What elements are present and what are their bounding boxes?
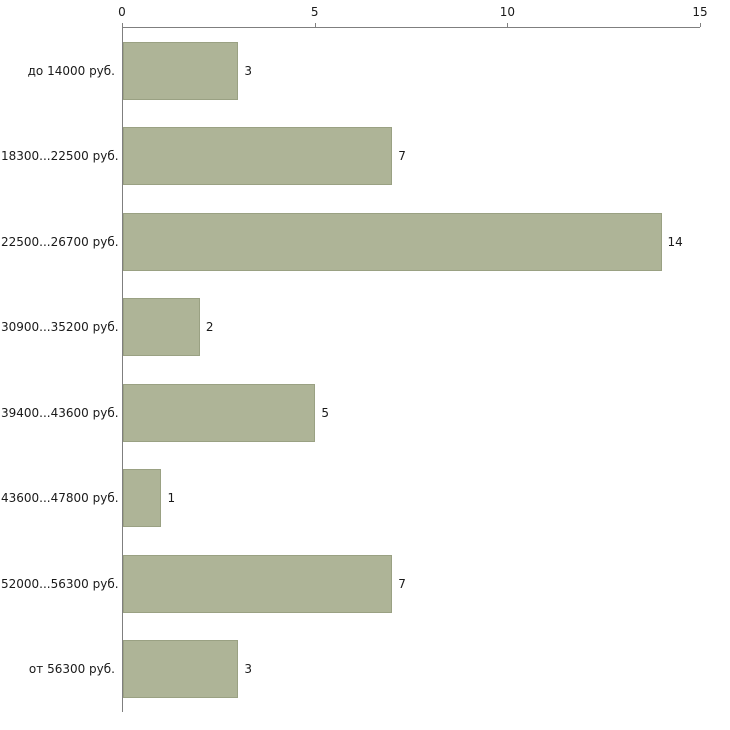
category-label: 18300...22500 руб. bbox=[1, 149, 119, 164]
bar-row: 52000...56300 руб. 7 bbox=[1, 541, 700, 627]
category-label: от 56300 руб. bbox=[28, 662, 115, 677]
bar-rows: до 14000 руб. 3 18300...22500 руб. 7 22500..… bbox=[1, 28, 700, 713]
bar-row: 43600...47800 руб. 1 bbox=[1, 456, 700, 542]
x-axis-tick-mark bbox=[314, 23, 316, 27]
value-label: 2 bbox=[205, 320, 214, 335]
x-axis-tick-mark bbox=[507, 23, 509, 27]
x-axis-tick-mark bbox=[700, 23, 701, 27]
category-label: 39400...43600 руб. bbox=[1, 405, 119, 420]
bar-row: от 56300 руб. 3 bbox=[29, 627, 700, 713]
category-label: 22500...26700 руб. bbox=[1, 234, 119, 249]
category-label: 43600...47800 руб. bbox=[1, 491, 119, 506]
x-axis-tick-label: 15 bbox=[692, 5, 708, 19]
value-label: 5 bbox=[321, 405, 329, 420]
plot-area: до 14000 руб. 3 18300...22500 руб. 7 22500..… bbox=[1, 27, 700, 713]
bar bbox=[123, 554, 393, 613]
category-label: 30900...35200 руб. bbox=[1, 320, 119, 335]
bar bbox=[123, 41, 239, 100]
value-label: 3 bbox=[244, 662, 253, 677]
bar-row: 18300...22500 руб. 7 bbox=[1, 114, 700, 200]
value-label: 7 bbox=[398, 576, 406, 591]
category-label: до 14000 руб. bbox=[27, 63, 115, 78]
value-label: 14 bbox=[667, 234, 683, 249]
x-axis-tick-label: 5 bbox=[310, 5, 319, 19]
bar bbox=[123, 383, 316, 442]
value-label: 1 bbox=[167, 491, 176, 506]
bar bbox=[123, 127, 393, 186]
value-label: 7 bbox=[398, 149, 406, 164]
bar bbox=[123, 212, 662, 271]
category-label: 52000...56300 руб. bbox=[1, 576, 119, 591]
bar bbox=[123, 640, 239, 699]
x-axis-tick-label: 10 bbox=[499, 5, 515, 19]
bar-row: 30900...35200 руб. 2 bbox=[1, 285, 700, 371]
x-axis: 0 5 10 15 bbox=[118, 0, 708, 27]
bar bbox=[123, 469, 162, 528]
bar-row: 22500...26700 руб. 14 bbox=[1, 199, 700, 285]
bar-row: 39400...43600 руб. 5 bbox=[1, 370, 700, 456]
bar-row: до 14000 руб. 3 bbox=[28, 28, 700, 114]
value-label: 3 bbox=[244, 63, 253, 78]
x-axis-tick-mark bbox=[122, 23, 123, 27]
bar bbox=[123, 298, 200, 357]
x-axis-tick-label: 0 bbox=[118, 5, 126, 19]
